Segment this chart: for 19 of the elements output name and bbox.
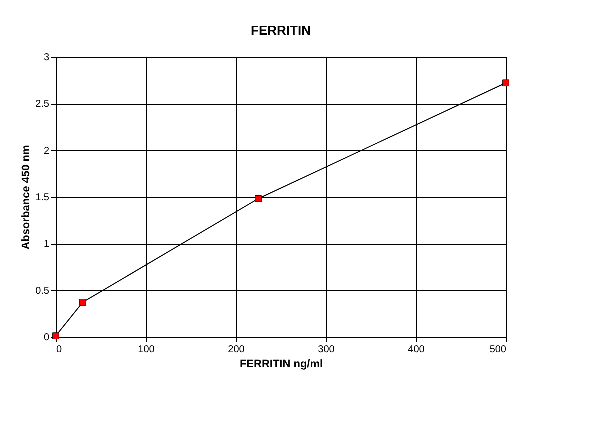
y-tick-label: 2 [44, 146, 50, 157]
y-tick-label: 3 [44, 52, 50, 64]
y-tick-label: 0 [44, 332, 50, 344]
x-axis-title: FERRITIN ng/ml [240, 358, 324, 370]
x-tick-label: 400 [408, 344, 426, 356]
point [255, 195, 262, 202]
chart-title: FERRITIN [251, 23, 311, 38]
point [80, 299, 86, 306]
x-tick-label: 100 [138, 344, 156, 356]
point [502, 80, 510, 87]
x-tick-label: 500 [490, 344, 507, 356]
x-tick-label: 300 [318, 344, 336, 356]
x-tick-label: 0 [56, 344, 62, 356]
x-tick-label: 200 [228, 344, 246, 356]
y-tick-label: 1.5 [36, 192, 50, 204]
y-tick-label: 1 [44, 239, 50, 250]
y-tick-label: 0.5 [36, 286, 50, 297]
y-axis-title: Absorbance 450 nm [20, 145, 33, 250]
y-tick-label: 2.5 [36, 99, 50, 110]
